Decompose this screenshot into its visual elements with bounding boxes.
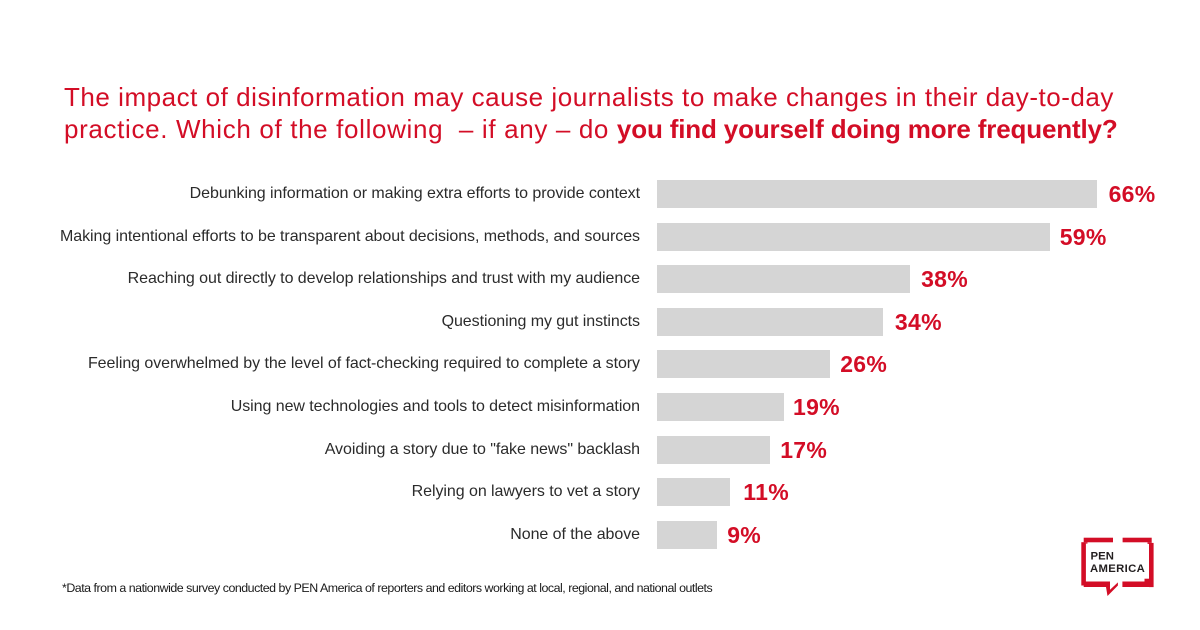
svg-text:AMERICA: AMERICA: [1090, 563, 1145, 575]
svg-text:PEN: PEN: [1091, 551, 1115, 563]
